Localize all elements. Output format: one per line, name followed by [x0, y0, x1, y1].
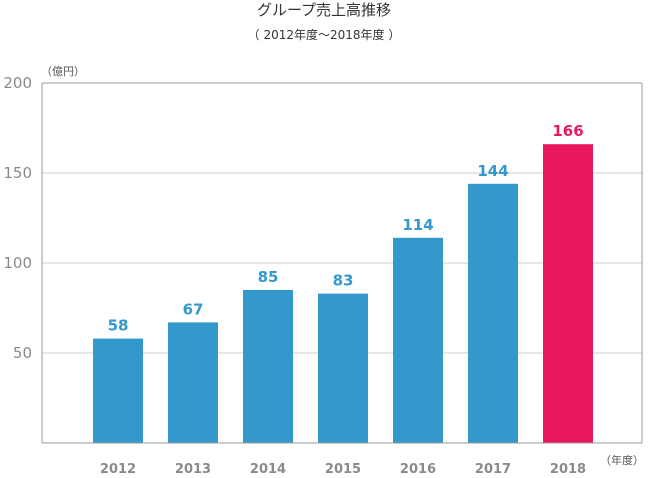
- y-tick-label: 50: [13, 344, 32, 362]
- x-tick-label-2014: 2014: [250, 462, 286, 477]
- x-axis-unit-label: （年度）: [600, 453, 644, 467]
- data-label-2016: 114: [402, 216, 433, 234]
- bar-2017: [468, 183, 518, 444]
- bar-2016: [393, 237, 443, 443]
- data-label-2015: 83: [333, 272, 354, 290]
- bar-2015: [318, 293, 368, 443]
- data-label-2012: 58: [108, 317, 129, 335]
- plot-area: 50 100 150 200 58 2012 67 2013 85 2014 83 2015 114 20…: [3, 74, 643, 477]
- data-label-2017: 144: [477, 162, 508, 180]
- bar-2012: [93, 338, 143, 443]
- bar-2014: [243, 290, 293, 443]
- data-label-2014: 85: [258, 268, 279, 286]
- x-tick-label-2016: 2016: [400, 462, 436, 477]
- x-tick-label-2018: 2018: [550, 462, 586, 477]
- y-tick-label: 200: [3, 74, 32, 92]
- x-tick-label-2012: 2012: [100, 462, 136, 477]
- chart-subtitle: （ 2012年度～2018年度 ）: [248, 27, 401, 42]
- data-label-2018: 166: [552, 122, 583, 140]
- x-tick-label-2013: 2013: [175, 462, 211, 477]
- x-tick-label-2015: 2015: [325, 462, 361, 477]
- bar-2018: [543, 144, 593, 443]
- data-label-2013: 67: [183, 300, 204, 318]
- y-tick-label: 100: [3, 254, 32, 272]
- bar-2013: [168, 322, 218, 443]
- y-tick-label: 150: [3, 164, 32, 182]
- y-axis-unit-label: （億円）: [41, 65, 85, 78]
- chart-title: グループ売上高推移: [257, 1, 391, 19]
- x-tick-label-2017: 2017: [475, 462, 511, 477]
